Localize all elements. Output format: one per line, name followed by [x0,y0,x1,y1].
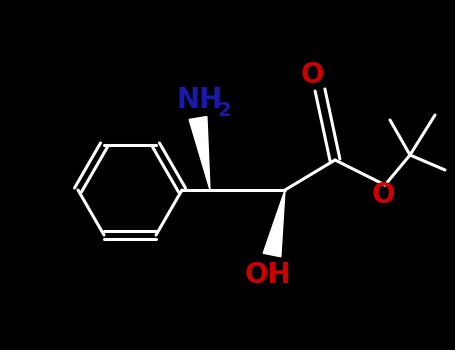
Text: OH: OH [245,261,291,289]
Text: NH: NH [177,86,223,114]
Text: O: O [371,181,395,209]
Text: 2: 2 [217,100,231,119]
Polygon shape [189,117,210,190]
Text: O: O [300,61,324,89]
Polygon shape [263,190,285,257]
